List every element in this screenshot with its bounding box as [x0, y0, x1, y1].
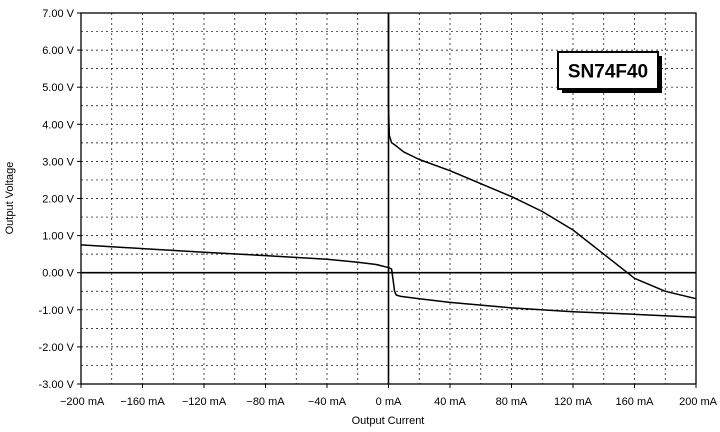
high-level-output-curve	[387, 13, 697, 300]
x-tick-label: 200 mA	[679, 396, 718, 408]
y-tick-label: 1.00 V	[42, 231, 74, 243]
x-axis-title: Output Current	[352, 415, 425, 427]
y-tick-label: 0.00 V	[42, 268, 74, 280]
x-tick-label: −160 mA	[120, 396, 165, 408]
x-tick-label: 160 mA	[616, 396, 655, 408]
y-tick-label: 6.00 V	[42, 45, 74, 57]
y-tick-label: 4.00 V	[42, 119, 74, 131]
x-tick-label: 0 mA	[376, 396, 402, 408]
x-tick-label: −200 mA	[60, 396, 105, 408]
low-level-output-curve	[80, 244, 697, 318]
device-label: SN74F40	[568, 62, 648, 83]
y-tick-label: -1.00 V	[39, 305, 75, 317]
y-tick-label: 7.00 V	[42, 8, 74, 20]
device-label-frame	[557, 51, 659, 90]
x-tick-label: −80 mA	[246, 396, 285, 408]
x-tick-label: 120 mA	[554, 396, 593, 408]
x-tick-label: −120 mA	[182, 396, 227, 408]
y-axis-title: Output Voltage	[4, 162, 16, 235]
tick-labels: −200 mA −160 mA −120 mA −80 mA −40 mA 0 mA 40 …	[39, 8, 718, 408]
device-label-box: SN74F40	[557, 51, 662, 93]
y-tick-label: -2.00 V	[39, 342, 75, 354]
y-tick-label: -3.00 V	[39, 379, 75, 391]
series	[80, 13, 697, 318]
y-tick-label: 5.00 V	[42, 82, 74, 94]
x-tick-label: 40 mA	[434, 396, 466, 408]
y-tick-label: 3.00 V	[42, 156, 74, 168]
x-tick-label: 80 mA	[496, 396, 528, 408]
y-tick-label: 2.00 V	[42, 194, 74, 206]
x-tick-label: −40 mA	[308, 396, 347, 408]
